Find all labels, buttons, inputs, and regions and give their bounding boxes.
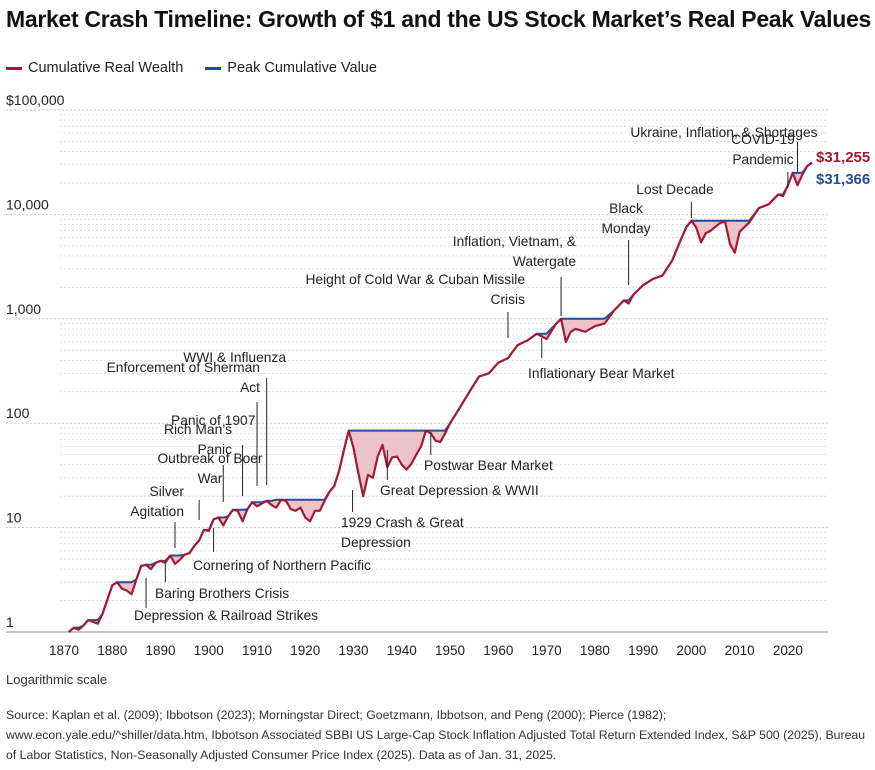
y-tick-label: $100,000 <box>6 92 65 108</box>
legend-item-peak-value: Peak Cumulative Value <box>205 60 377 76</box>
legend-item-real-wealth: Cumulative Real Wealth <box>6 60 183 76</box>
annotation-label: 1929 Crash & Great <box>341 515 464 530</box>
annotation-label: Black <box>609 201 643 216</box>
legend-swatch-real-wealth <box>6 66 22 70</box>
legend-swatch-peak-value <box>205 66 222 70</box>
annotation-label: Enforcement of Sherman <box>107 360 260 375</box>
y-tick-label: 1 <box>6 614 14 630</box>
annotation-label: Depression <box>341 535 411 550</box>
end-label-peak-value: $31,366 <box>816 171 870 188</box>
legend-label-real-wealth: Cumulative Real Wealth <box>28 60 184 76</box>
annotation-label: Ukraine, Inflation, & Shortages <box>630 125 817 140</box>
annotation-label: Inflationary Bear Market <box>528 366 675 381</box>
annotation-label: Depression & Railroad Strikes <box>134 608 318 623</box>
x-tick-label: 1960 <box>483 643 513 658</box>
x-tick-label: 1970 <box>532 643 562 658</box>
x-tick-label: 1900 <box>194 643 224 658</box>
legend-label-peak-value: Peak Cumulative Value <box>227 60 377 76</box>
chart-legend: Cumulative Real Wealth Peak Cumulative V… <box>6 60 377 76</box>
annotation-label: Watergate <box>513 254 576 269</box>
annotation-label: Cornering of Northern Pacific <box>193 558 371 573</box>
y-tick-label: 10,000 <box>6 196 49 212</box>
x-tick-label: 1880 <box>97 643 127 658</box>
scale-note: Logarithmic scale <box>6 672 108 687</box>
annotation-label: Rich Man’s <box>164 422 232 437</box>
annotation-label: Inflation, Vietnam, & <box>453 234 576 249</box>
x-tick-label: 1870 <box>49 643 79 658</box>
annotation-label: Crisis <box>491 292 526 307</box>
x-tick-label: 1940 <box>387 643 417 658</box>
annotation-label: Monday <box>601 221 650 236</box>
x-tick-label: 2010 <box>725 643 755 658</box>
x-tick-label: 1950 <box>435 643 465 658</box>
annotation-label: Panic of 1907 <box>171 413 255 428</box>
y-tick-label: 10 <box>6 510 22 526</box>
annotation-label: Baring Brothers Crisis <box>155 586 289 601</box>
annotation-label: War <box>198 471 223 486</box>
drawdown-area <box>68 162 813 632</box>
y-tick-label: 1,000 <box>6 301 41 317</box>
chart-plot: 1 10 100 1,000 10,000 $100,000 1870 1880 1890 190… <box>6 92 870 658</box>
annotation-label: Pandemic <box>732 152 793 167</box>
annotation-label: Act <box>240 380 260 395</box>
x-tick-label: 1890 <box>145 643 175 658</box>
source-note: Source: Kaplan et al. (2009); Ibbotson (… <box>6 708 866 762</box>
end-label-real-wealth: $31,255 <box>816 149 870 166</box>
annotation-label: Height of Cold War & Cuban Missile <box>305 272 525 287</box>
annotation-label: WWI & Influenza <box>183 350 286 365</box>
annotation-label: Silver <box>150 484 185 499</box>
x-tick-label: 1920 <box>290 643 320 658</box>
annotation-label: Lost Decade <box>636 182 714 197</box>
x-tick-label: 1930 <box>339 643 369 658</box>
x-tick-label: 1980 <box>580 643 610 658</box>
annotation-label: Great Depression & WWII <box>380 483 539 498</box>
x-tick-label: 1910 <box>242 643 272 658</box>
annotation-label: Postwar Bear Market <box>424 458 553 473</box>
annotation-label: Agitation <box>130 504 184 519</box>
annotation-label: Panic <box>197 442 232 457</box>
y-tick-label: 100 <box>6 405 30 421</box>
x-tick-label: 2020 <box>773 643 803 658</box>
chart-title: Market Crash Timeline: Growth of $1 and … <box>6 6 871 32</box>
x-tick-label: 1990 <box>628 643 658 658</box>
series-line-real-wealth <box>68 161 813 633</box>
annotation-label: COVID-19 <box>731 132 795 147</box>
x-tick-label: 2000 <box>676 643 706 658</box>
annotation-label: Outbreak of Boer <box>157 451 262 466</box>
